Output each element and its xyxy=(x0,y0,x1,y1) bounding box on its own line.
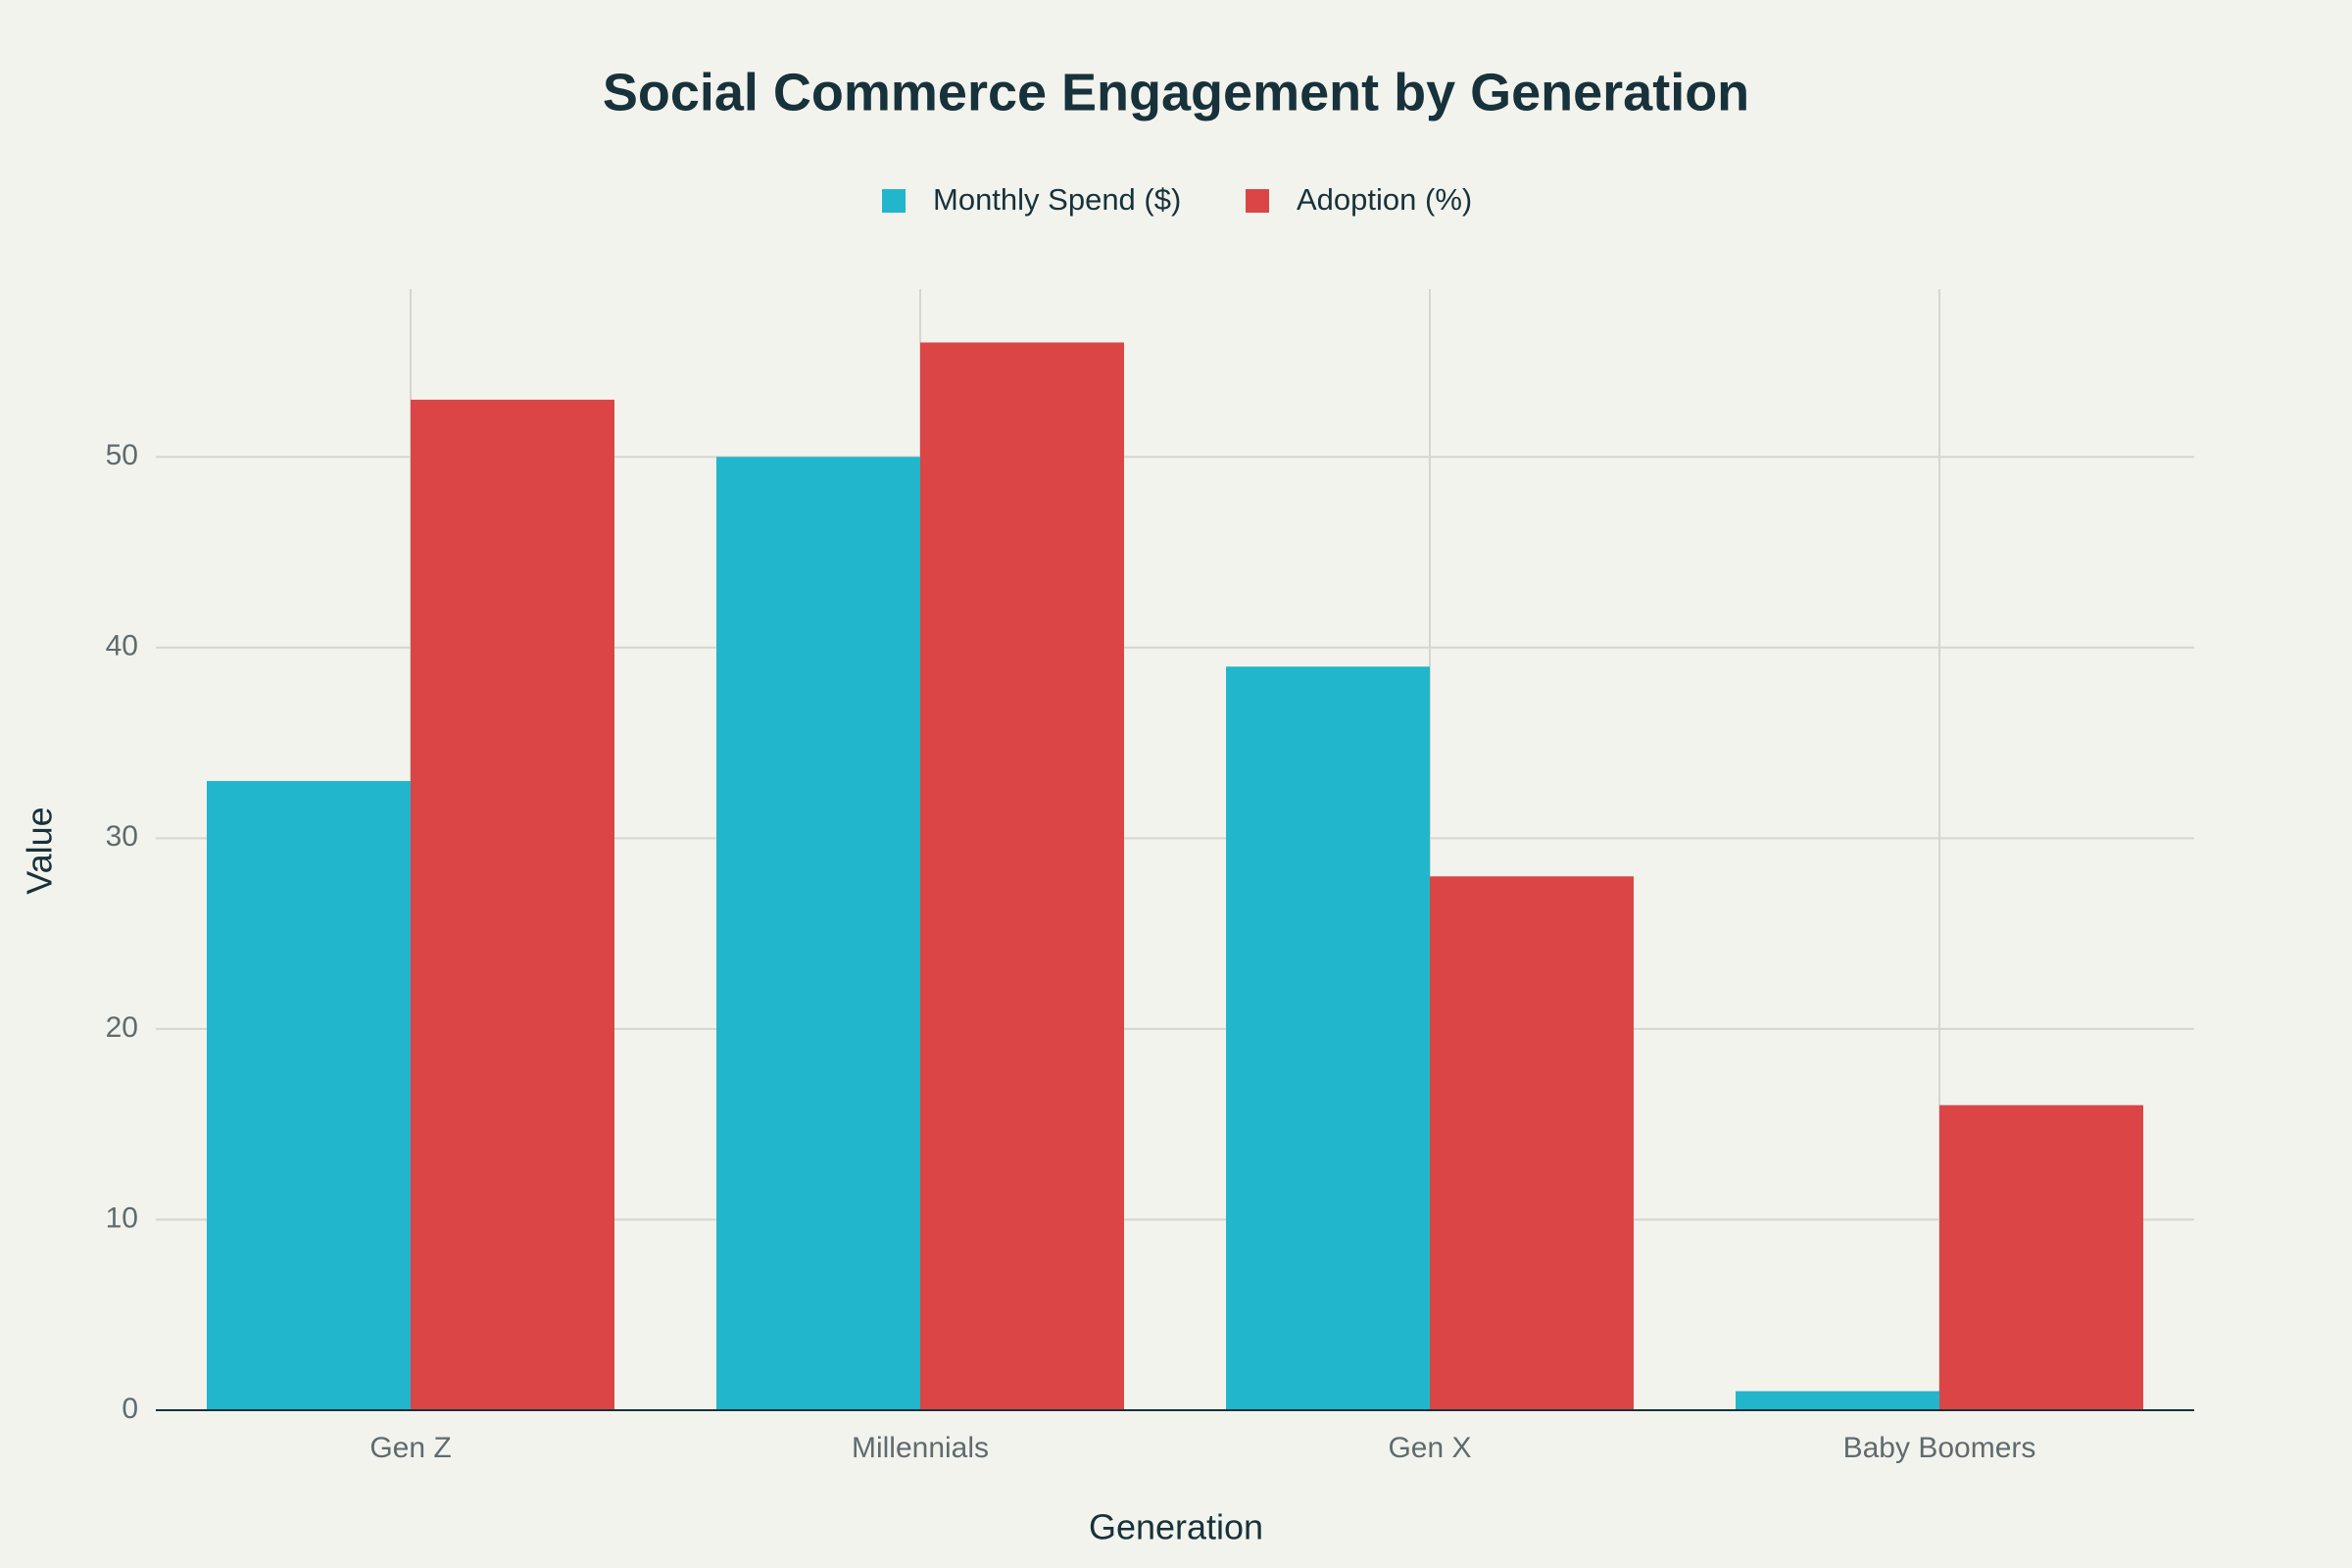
legend-label: Adoption (%) xyxy=(1297,182,1472,217)
bar xyxy=(207,780,411,1410)
bar xyxy=(920,342,1124,1410)
y-tick-label: 50 xyxy=(106,439,138,471)
legend-marker xyxy=(1246,189,1269,213)
chart-title: Social Commerce Engagement by Generation xyxy=(603,63,1749,122)
x-tick-label: Millennials xyxy=(852,1432,989,1464)
x-tick-label: Gen Z xyxy=(369,1432,451,1464)
x-axis-title: Generation xyxy=(1089,1507,1263,1547)
x-tick-label: Baby Boomers xyxy=(1843,1432,2036,1464)
x-tick-label: Gen X xyxy=(1388,1432,1471,1464)
bar xyxy=(1226,666,1430,1410)
bar xyxy=(1939,1104,2143,1410)
y-tick-label: 20 xyxy=(106,1011,138,1044)
legend-marker xyxy=(882,189,906,213)
y-axis-title: Value xyxy=(20,807,60,894)
bar xyxy=(1736,1391,1939,1410)
bar xyxy=(1430,876,1634,1410)
y-tick-label: 40 xyxy=(106,630,138,662)
y-tick-label: 0 xyxy=(122,1393,138,1425)
y-tick-label: 10 xyxy=(106,1201,138,1234)
legend-label: Monthly Spend ($) xyxy=(933,182,1181,217)
bar xyxy=(716,457,920,1410)
bar xyxy=(411,399,614,1411)
y-tick-label: 30 xyxy=(106,820,138,853)
